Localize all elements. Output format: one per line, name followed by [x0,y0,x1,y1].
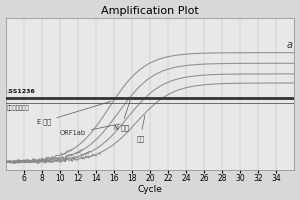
Text: 内标: 内标 [136,116,145,142]
Text: ・・・・・・・: ・・・・・・・ [7,106,29,111]
Title: Amplification Plot: Amplification Plot [101,6,199,16]
Text: a: a [287,40,293,50]
Text: .SS1236: .SS1236 [7,89,35,94]
Text: N 基因: N 基因 [114,98,131,131]
Text: ORF1ab: ORF1ab [60,124,120,136]
X-axis label: Cycle: Cycle [137,185,162,194]
Text: E 基因: E 基因 [37,101,111,125]
